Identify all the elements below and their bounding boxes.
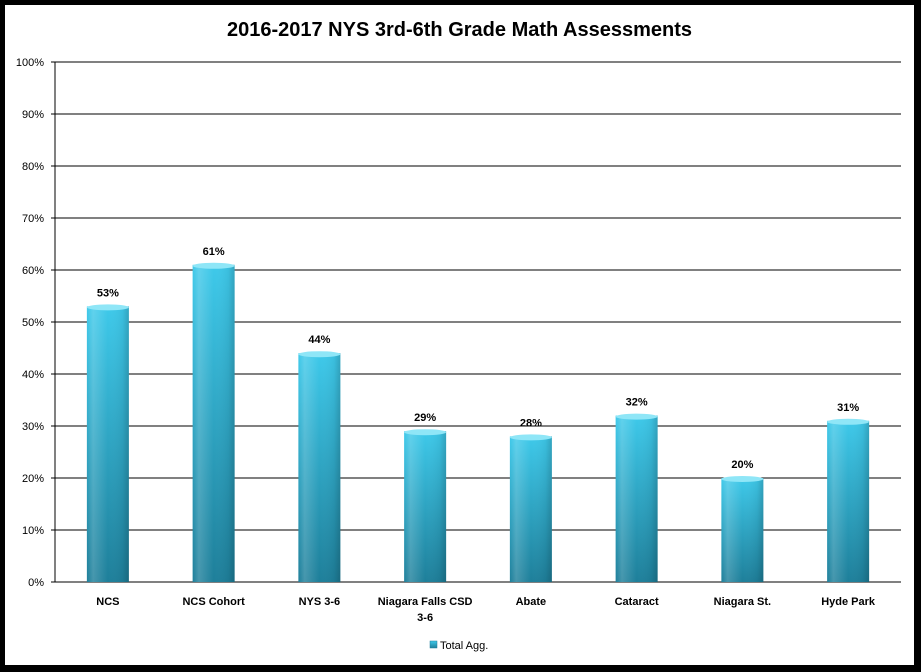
gridlines [55,61,901,583]
legend-swatch [429,640,438,649]
bar-chart: 0% 10% 20% 30% 40% 50% 60% 70% 80% 90% 100% 53% 61%… [16,57,901,652]
legend-label: Total Agg. [440,640,488,652]
data-label: 61% [203,246,225,258]
data-label: 53% [97,287,119,299]
x-category-label: Abate [516,596,547,608]
y-axis: 0% 10% 20% 30% 40% 50% 60% 70% 80% 90% 100% [16,57,56,589]
y-tick-label: 10% [22,525,44,537]
x-axis-labels: NCS NCS Cohort NYS 3-6 Niagara Falls CSD 3-6… [96,596,876,624]
bar-top-cap [298,351,341,358]
bar-shading [721,478,764,582]
y-tick-label: 70% [22,213,44,225]
y-tick-label: 40% [22,369,44,381]
x-category-label: NCS Cohort [182,596,245,608]
data-label: 32% [626,397,648,409]
bar-top-cap [827,418,870,425]
x-category-label: NCS [96,596,119,608]
bar-shading [509,436,552,582]
x-category-label: NYS 3-6 [299,596,341,608]
y-tick-label: 100% [16,57,44,69]
data-label: 44% [308,334,330,346]
bar-top-cap [192,262,235,269]
x-category-label: Cataract [615,596,659,608]
x-category-label: 3-6 [417,612,433,624]
bar-shading [827,420,870,582]
y-tick-label: 80% [22,161,44,173]
data-label: 20% [731,459,753,471]
data-label: 28% [520,417,542,429]
bar-top-cap [86,304,129,311]
y-tick-label: 60% [22,265,44,277]
y-tick-label: 30% [22,421,44,433]
y-tick-label: 90% [22,109,44,121]
chart-title: 2016-2017 NYS 3rd-6th Grade Math Assessm… [226,19,693,41]
bar-top-cap [615,413,658,420]
chart-canvas: 2016-2017 NYS 3rd-6th Grade Math Assessm… [5,5,914,665]
data-labels: 53% 61% 44% 29% 28% 32% 20% 31% [97,246,859,471]
bar-shading [615,415,658,582]
data-label: 29% [414,412,436,424]
x-category-label: Niagara Falls CSD [378,596,473,608]
x-category-label: Hyde Park [821,596,876,608]
bar-shading [298,353,341,582]
bar-top-cap [404,429,447,436]
bar-top-cap [721,476,764,482]
y-tick-label: 20% [22,473,44,485]
x-category-label: Niagara St. [714,596,771,608]
data-label: 31% [837,402,859,414]
y-tick-label: 50% [22,317,44,329]
legend: Total Agg. [429,640,488,652]
bar-shading [192,264,235,582]
bars [86,262,870,582]
bar-shading [86,306,129,582]
bar-shading [404,431,447,582]
y-tick-label: 0% [28,577,44,589]
bar-top-cap [509,434,552,441]
